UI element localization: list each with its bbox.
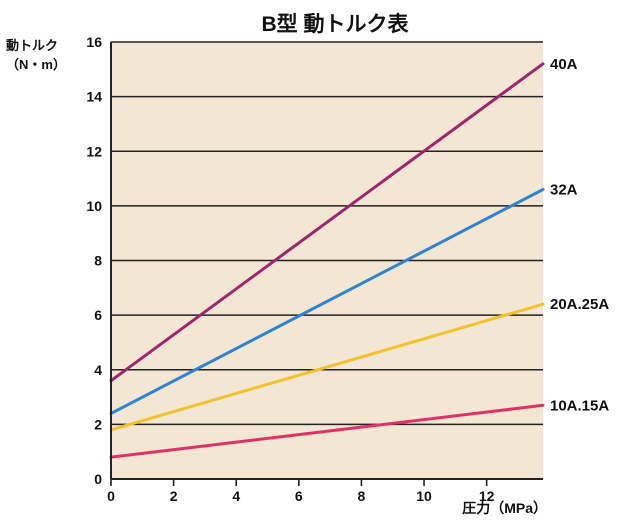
series-label: 10A.15A [550,397,609,414]
series-line-32A [109,187,545,415]
y-tick-label: 6 [94,307,102,323]
y-tick-labels: 0 2 4 6 8 10 12 14 16 [86,34,102,487]
y-tick-label: 10 [86,198,102,214]
axes [110,42,543,486]
x-tick-label: 8 [358,488,366,504]
x-tick-labels: 0 2 4 6 8 10 12 [107,488,495,504]
y-tick-label: 4 [94,362,102,378]
series-line-10A.15A [109,403,545,459]
x-axis-label: 圧力（MPa） [462,500,547,516]
y-tick-label: 2 [94,416,102,432]
series-labels: 40A 32A 20A.25A 10A.15A [550,56,609,414]
y-axis-label-line1: 動トルク [6,38,58,53]
y-tick-label: 14 [86,89,102,105]
x-tick-label: 10 [416,488,432,504]
y-tick-label: 0 [94,471,102,487]
y-tick-label: 12 [86,143,102,159]
x-tick-label: 12 [479,488,495,504]
series-line-20A.25A [109,302,545,432]
chart-title: B型 動トルク表 [262,13,410,36]
y-axis-label-line2: （N・m） [6,57,66,72]
series-line-40A [109,62,545,383]
x-tick-label: 2 [170,488,178,504]
series-label: 20A.25A [550,296,609,313]
series-label: 40A [550,56,578,73]
y-tick-label: 16 [86,34,102,50]
x-tick-label: 6 [295,488,303,504]
series-lines [109,62,545,459]
series-label: 32A [550,181,578,198]
x-tick-label: 0 [107,488,115,504]
x-tick-label: 4 [232,488,240,504]
y-tick-label: 8 [94,253,102,269]
